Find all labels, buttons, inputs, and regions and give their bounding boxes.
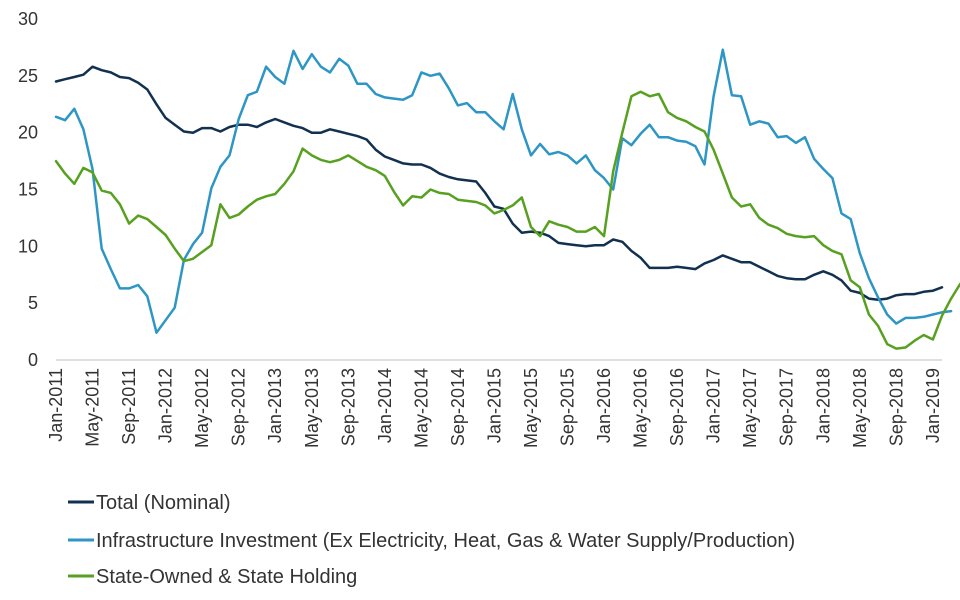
- x-axis: Jan-2011 May-2011 Sep-2011 Jan-2012 May-2012…: [46, 359, 943, 448]
- x-tick-label: Jan-2013: [265, 368, 285, 443]
- y-tick-label: 25: [18, 66, 38, 86]
- y-tick-label: 30: [18, 9, 38, 29]
- legend-label: Total (Nominal): [96, 492, 230, 514]
- x-tick-label: Jan-2018: [813, 368, 833, 443]
- x-tick-label: Jan-2014: [375, 368, 395, 443]
- x-tick-label: Sep-2015: [558, 368, 578, 446]
- y-tick-label: 5: [28, 293, 38, 313]
- x-tick-label: Jan-2012: [156, 368, 176, 443]
- y-tick-label: 15: [18, 180, 38, 200]
- series-line-2: [54, 48, 953, 334]
- y-tick-label: 10: [18, 236, 38, 256]
- y-axis: 0 5 10 15 20 25 30: [18, 9, 38, 370]
- series-lines: [54, 48, 960, 350]
- x-tick-label: May-2017: [740, 368, 760, 448]
- y-tick-label: 20: [18, 123, 38, 143]
- x-tick-label: Sep-2017: [777, 368, 797, 446]
- x-tick-label: May-2016: [631, 368, 651, 448]
- x-tick-label: Jan-2019: [923, 368, 943, 443]
- x-tick-label: Sep-2014: [448, 368, 468, 446]
- legend: Total (Nominal) Infrastructure Investment…: [68, 492, 795, 588]
- x-tick-label: Jan-2016: [594, 368, 614, 443]
- x-tick-label: May-2012: [192, 368, 212, 448]
- y-tick-label: 0: [28, 350, 38, 370]
- x-tick-label: Sep-2011: [119, 368, 139, 445]
- x-tick-label: May-2015: [521, 368, 541, 448]
- x-tick-label: Jan-2017: [704, 368, 724, 443]
- series-line-1: [54, 65, 944, 302]
- x-tick-label: May-2018: [850, 368, 870, 448]
- legend-label: Infrastructure Investment (Ex Electricit…: [96, 530, 795, 552]
- x-tick-label: Sep-2016: [667, 368, 687, 446]
- x-tick-label: Jan-2011: [46, 368, 66, 442]
- x-tick-label: May-2011: [83, 368, 103, 447]
- x-tick-label: Sep-2013: [338, 368, 358, 446]
- x-tick-label: Sep-2018: [886, 368, 906, 446]
- legend-label: State-Owned & State Holding: [96, 566, 357, 588]
- x-tick-label: Sep-2012: [229, 368, 249, 446]
- x-tick-label: May-2014: [411, 368, 431, 448]
- series-line-3: [54, 90, 960, 350]
- x-tick-label: Jan-2015: [484, 368, 504, 443]
- x-tick-label: May-2013: [302, 368, 322, 448]
